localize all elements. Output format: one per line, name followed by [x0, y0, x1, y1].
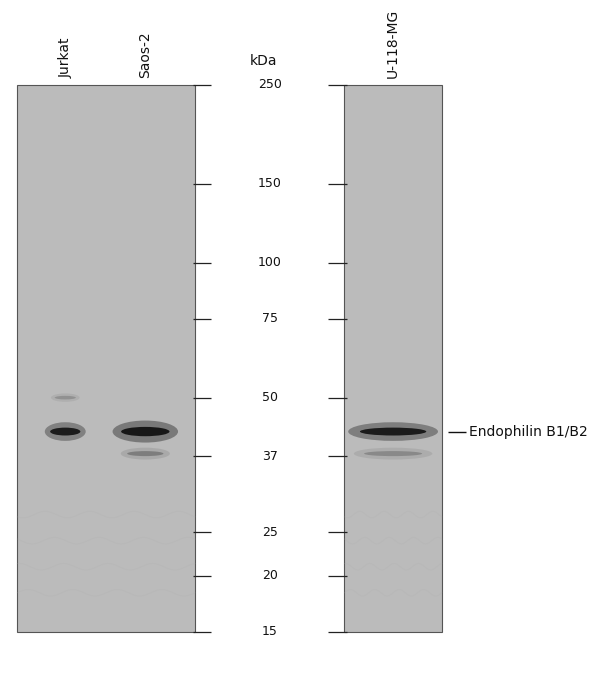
Text: 100: 100 — [258, 256, 282, 269]
Text: kDa: kDa — [250, 54, 278, 68]
Ellipse shape — [348, 422, 438, 441]
Ellipse shape — [51, 393, 80, 402]
Ellipse shape — [354, 447, 432, 460]
Text: 20: 20 — [262, 569, 277, 582]
Text: 25: 25 — [262, 526, 277, 539]
Text: Saos-2: Saos-2 — [138, 31, 152, 78]
Bar — [17, 85, 195, 632]
Bar — [344, 85, 442, 632]
Ellipse shape — [121, 447, 170, 460]
Text: 75: 75 — [262, 313, 278, 326]
Text: Jurkat: Jurkat — [58, 38, 72, 78]
Ellipse shape — [127, 451, 163, 456]
Ellipse shape — [121, 427, 169, 436]
Ellipse shape — [55, 396, 76, 399]
Text: 37: 37 — [262, 449, 277, 462]
Ellipse shape — [364, 451, 422, 456]
Ellipse shape — [50, 428, 80, 436]
Ellipse shape — [360, 428, 426, 436]
Text: 250: 250 — [258, 78, 282, 91]
Ellipse shape — [45, 422, 86, 441]
Text: 50: 50 — [262, 391, 278, 404]
Text: 150: 150 — [258, 177, 282, 190]
Text: 15: 15 — [262, 625, 277, 638]
Ellipse shape — [112, 421, 178, 443]
Text: Endophilin B1/B2: Endophilin B1/B2 — [469, 425, 588, 438]
Text: U-118-MG: U-118-MG — [386, 9, 400, 78]
